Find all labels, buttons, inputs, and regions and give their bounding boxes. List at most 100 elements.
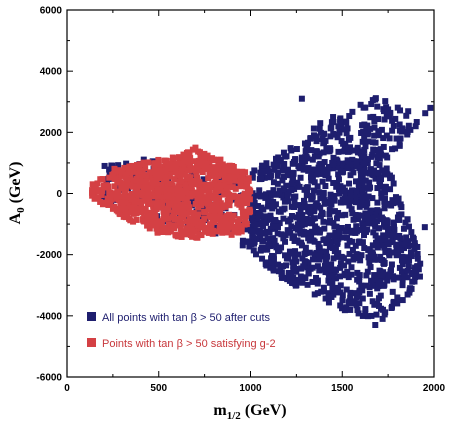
data-point-all xyxy=(361,191,368,198)
data-point-all xyxy=(274,172,281,179)
data-point-g2 xyxy=(165,193,172,200)
data-point-g2 xyxy=(179,192,186,199)
data-point-all xyxy=(356,178,363,185)
data-point-g2 xyxy=(245,189,252,196)
data-point-all xyxy=(340,168,347,175)
data-point-g2 xyxy=(194,215,201,222)
data-point-all xyxy=(270,187,277,194)
data-point-all xyxy=(398,242,405,249)
data-point-all xyxy=(341,307,348,314)
data-point-g2 xyxy=(114,179,121,186)
data-point-all xyxy=(294,179,301,186)
data-point-all xyxy=(381,220,388,227)
data-point-all xyxy=(250,217,257,224)
data-point-g2 xyxy=(242,217,249,224)
data-point-g2 xyxy=(188,184,195,191)
data-point-g2 xyxy=(195,204,202,211)
data-point-g2 xyxy=(210,195,217,202)
data-point-all xyxy=(377,146,384,153)
data-point-all xyxy=(325,277,332,284)
data-point-all xyxy=(292,266,299,273)
data-point-g2 xyxy=(221,163,228,170)
data-point-g2 xyxy=(240,192,247,199)
data-point-all xyxy=(305,268,312,275)
data-point-all xyxy=(379,272,386,279)
data-point-g2 xyxy=(216,202,223,209)
data-point-all xyxy=(357,257,364,264)
data-point-g2 xyxy=(204,225,211,232)
data-point-g2 xyxy=(171,197,178,204)
data-point-all xyxy=(383,165,390,172)
data-point-all xyxy=(390,274,397,281)
data-point-all xyxy=(360,128,367,135)
data-point-g2 xyxy=(198,189,205,196)
data-point-all xyxy=(401,273,408,280)
data-point-all xyxy=(256,228,263,235)
data-point-all xyxy=(400,225,407,232)
data-point-all xyxy=(304,264,311,271)
data-point-all xyxy=(321,200,328,207)
data-point-all xyxy=(274,169,281,176)
data-point-g2 xyxy=(143,195,150,202)
data-point-g2 xyxy=(91,195,98,202)
data-point-all xyxy=(394,300,401,307)
data-point-g2 xyxy=(183,196,190,203)
data-point-g2 xyxy=(92,183,99,190)
data-point-all xyxy=(372,223,379,230)
data-point-all xyxy=(350,290,357,297)
data-point-all xyxy=(300,197,307,204)
data-point-all xyxy=(373,311,380,318)
data-point-all xyxy=(276,220,283,227)
data-point-g2 xyxy=(195,211,202,218)
data-point-all xyxy=(290,194,297,201)
data-point-g2 xyxy=(165,215,172,222)
data-point-all xyxy=(404,216,411,223)
data-point-all xyxy=(325,267,332,274)
data-point-all xyxy=(319,178,326,185)
data-point-all xyxy=(262,194,269,201)
data-point-g2 xyxy=(141,218,148,225)
data-point-g2 xyxy=(202,228,209,235)
data-point-all xyxy=(386,113,393,120)
data-point-g2 xyxy=(136,199,143,206)
data-point-all xyxy=(400,268,407,275)
data-point-all xyxy=(375,302,382,309)
x-tick-label: 2000 xyxy=(423,383,446,394)
data-point-all xyxy=(394,199,401,206)
data-point-all xyxy=(407,126,414,133)
data-point-all xyxy=(303,144,310,151)
data-point-all xyxy=(377,278,384,285)
data-point-all xyxy=(280,263,287,270)
data-point-g2 xyxy=(96,187,103,194)
data-point-all xyxy=(313,148,320,155)
data-point-all xyxy=(257,169,264,176)
data-point-g2 xyxy=(189,233,196,240)
data-point-g2 xyxy=(143,172,150,179)
data-point-all xyxy=(321,197,328,204)
data-point-g2 xyxy=(162,167,169,174)
data-point-all xyxy=(298,204,305,211)
data-point-all xyxy=(309,237,316,244)
data-point-all xyxy=(336,228,343,235)
data-point-all xyxy=(366,290,373,297)
data-point-all xyxy=(339,292,346,299)
data-point-all xyxy=(414,250,421,257)
data-point-all xyxy=(371,272,378,279)
data-point-all xyxy=(272,217,279,224)
data-point-g2 xyxy=(155,218,162,225)
data-point-all xyxy=(272,191,279,198)
data-point-g2 xyxy=(181,202,188,209)
x-tick-label: 500 xyxy=(150,383,167,394)
data-point-all xyxy=(365,129,372,136)
data-point-all xyxy=(308,219,315,226)
data-point-all xyxy=(368,277,375,284)
data-point-all xyxy=(353,302,360,309)
data-point-all xyxy=(395,195,402,202)
data-point-all xyxy=(348,161,355,168)
data-point-all xyxy=(371,253,378,260)
data-point-all xyxy=(376,225,383,232)
data-point-g2 xyxy=(177,219,184,226)
y-tick-label: 4000 xyxy=(40,67,63,78)
data-point-all xyxy=(361,147,368,154)
data-point-g2 xyxy=(161,215,168,222)
